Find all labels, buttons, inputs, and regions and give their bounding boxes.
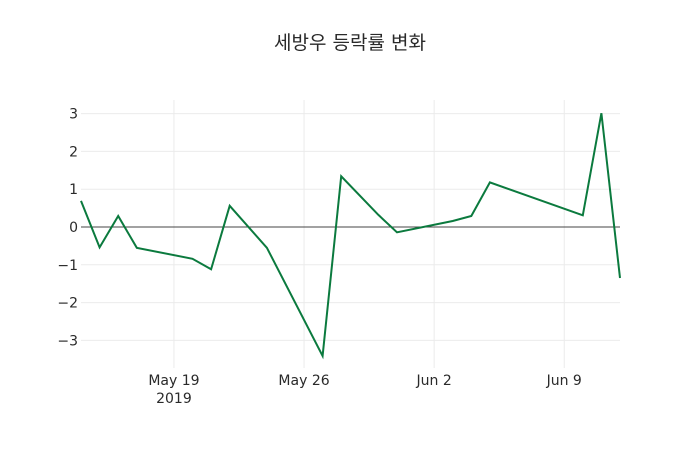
y-tick-label: −1	[57, 258, 78, 274]
y-tick-label: 0	[69, 220, 78, 236]
y-axis-ticks: 3 2 1 0 −1 −2 −3	[57, 107, 78, 350]
x-tick-year-label: 2019	[156, 391, 192, 407]
y-tick-label: −2	[57, 296, 78, 312]
x-axis-ticks: May 19 2019 May 26 Jun 2 Jun 9	[148, 373, 582, 407]
y-tick-label: −3	[57, 333, 78, 349]
y-tick-label: 3	[69, 107, 78, 123]
y-tick-label: 2	[69, 144, 78, 160]
x-tick-label: Jun 2	[416, 373, 452, 389]
x-tick-label: May 26	[278, 373, 329, 389]
x-tick-label: Jun 9	[546, 373, 582, 389]
chart-title: 세방우 등락률 변화	[274, 32, 426, 54]
grid-lines	[81, 100, 620, 368]
y-tick-label: 1	[69, 182, 78, 198]
series-line	[80, 113, 621, 360]
x-tick-label: May 19	[148, 373, 199, 389]
